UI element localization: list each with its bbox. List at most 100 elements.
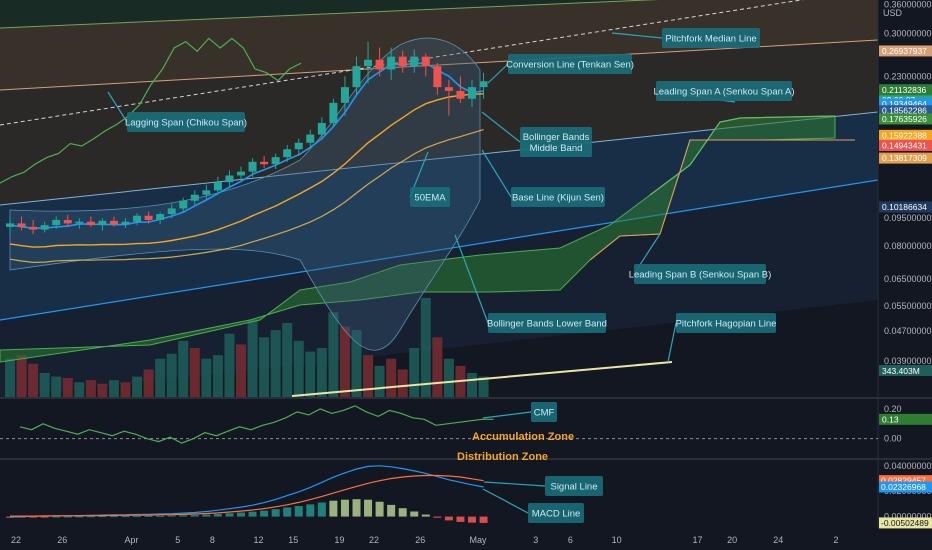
candle-body [225,175,234,183]
callout-pitchfork-median-pointer [611,32,663,39]
candle [410,49,419,73]
price-tag-label: 0.13817309 [882,153,927,163]
candle [421,53,430,77]
accumulation-zone-label: Accumulation Zone [472,431,574,443]
time-tick-label: 12 [254,535,264,545]
candle-body [306,134,315,143]
volume-bar [467,373,477,398]
callout-macd-line: MACD Line [482,488,584,523]
time-tick-label: 22 [11,535,21,545]
candle-body [144,215,153,220]
price-tag-label: 0.19349464 [882,99,927,109]
candle-body [29,226,38,230]
callout-leading-span-a-box [656,81,792,101]
callout-lagging-span: Lagging Span (Chikou Span) [107,91,247,132]
macd-histogram-bar [167,515,176,517]
time-tick-label: 19 [334,535,344,545]
candle [444,79,453,116]
volume-bar [282,323,293,398]
candle-body [213,182,222,191]
candle [156,212,165,225]
callout-cmf-label: CMF [534,408,555,419]
leading-span-b-line [589,139,855,261]
bollinger-band-fill [9,37,481,351]
macd-histogram-bar [98,516,107,518]
volume-bar [212,355,223,398]
price-tag-box [879,201,932,213]
macd-histogram-bar [468,516,476,523]
price-tag-box [879,113,932,125]
price-tick-label: 0.30000000 [884,29,932,39]
callout-leading-span-b-label: Leading Span B (Senkou Span B) [629,270,772,281]
pitchfork-lower-line [0,179,878,321]
candle [456,76,465,103]
macd-pane[interactable] [6,465,488,523]
volume-bar [328,312,339,398]
candle-body [75,221,84,224]
time-tick-label: 5 [175,535,180,545]
candle [317,117,326,140]
price-tick-label: 0.03900000 [884,356,932,366]
macd-histogram-bar [387,504,396,517]
macd-histogram-bar [306,504,315,517]
callout-lagging-span-box [127,112,245,132]
price-scale[interactable]: USD 0.36000000 0.30000000 0.23000000 0.0950… [879,0,932,529]
candle [398,50,407,73]
candles [6,41,488,235]
price-tag-box [879,98,932,110]
base-line [9,93,484,248]
callout-conversion-line-pointer [487,63,509,84]
macd-histogram-bar [352,499,361,517]
candle [468,79,476,107]
price-tag-box [879,152,932,164]
volume-bar [397,369,408,398]
callout-conversion-line: Conversion Line (Tenkan Sen) [487,54,634,84]
candle-body [248,161,257,172]
callout-signal-line-label: Signal Line [550,482,597,493]
macd-tag-box [879,481,932,493]
cmf-pane[interactable] [0,405,878,444]
candle [167,203,176,219]
candle-body [109,220,118,225]
macd-histogram-bar [398,508,407,517]
lagging-span-line [0,37,302,184]
price-tag-box [879,45,932,57]
macd-tag-box [879,475,932,487]
callout-leading-span-b-box [634,264,766,284]
price-tag-label: 0.26937937 [882,46,927,56]
price-tag-label: 0.15922388 [882,130,927,140]
macd-histogram-bar [433,516,442,518]
candle-body [283,149,292,158]
candle-body [352,66,361,88]
macd-histogram-bar [179,515,188,517]
macd-tag-label: -0.00502489 [881,518,929,528]
callout-cmf-pointer [482,411,532,419]
macd-histogram-bar [237,512,245,517]
pitchfork-median-line [0,0,805,126]
ichimoku-cloud [0,115,836,363]
candle-body [317,122,326,135]
candle [179,197,188,212]
cmf-tick-label: 0.00 [884,434,902,444]
callout-ema50-box [410,187,450,207]
callout-pitchfork-hagopian: Pitchfork Hagopian Line [667,313,776,363]
callout-macd-line-pointer [482,488,529,514]
price-tick-label: 0.08000000 [884,241,932,251]
macd-histogram-bar [225,513,234,517]
candle-body [237,171,245,176]
volume-bar [409,348,420,398]
candle [479,72,488,99]
volume-bar [143,369,154,398]
macd-histogram-bar [329,500,338,517]
volume-bar [74,382,85,398]
volume-bar [201,358,212,398]
pitchfork-mid-upper-line [0,39,878,91]
callout-leading-span-a-label: Leading Span A (Senkou Span A) [653,87,794,98]
time-axis[interactable]: 22 26 Apr 5 8 12 15 19 22 26 May 3 6 10 17 20 24 2 [11,535,839,545]
candle-body [86,221,95,226]
macd-histogram-bar [421,514,430,517]
candle-body [421,56,430,67]
time-tick-label: 2 [834,535,839,545]
